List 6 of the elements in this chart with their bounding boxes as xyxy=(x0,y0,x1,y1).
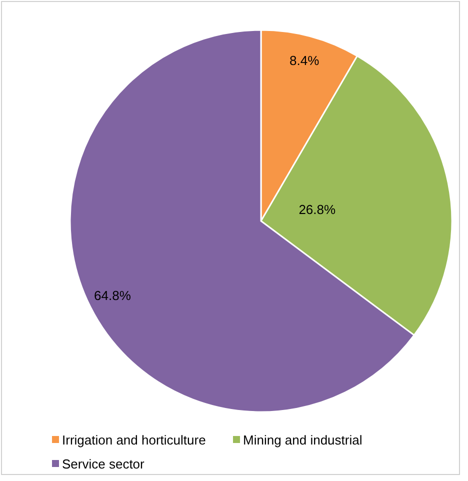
data-label: 26.8% xyxy=(298,202,336,218)
data-label: 8.4% xyxy=(290,53,320,68)
data-label: 64.8% xyxy=(94,288,132,304)
legend-label: Mining and industrial xyxy=(243,432,362,448)
legend-label: Irrigation and horticulture xyxy=(62,432,206,448)
legend-label: Service sector xyxy=(62,456,146,472)
